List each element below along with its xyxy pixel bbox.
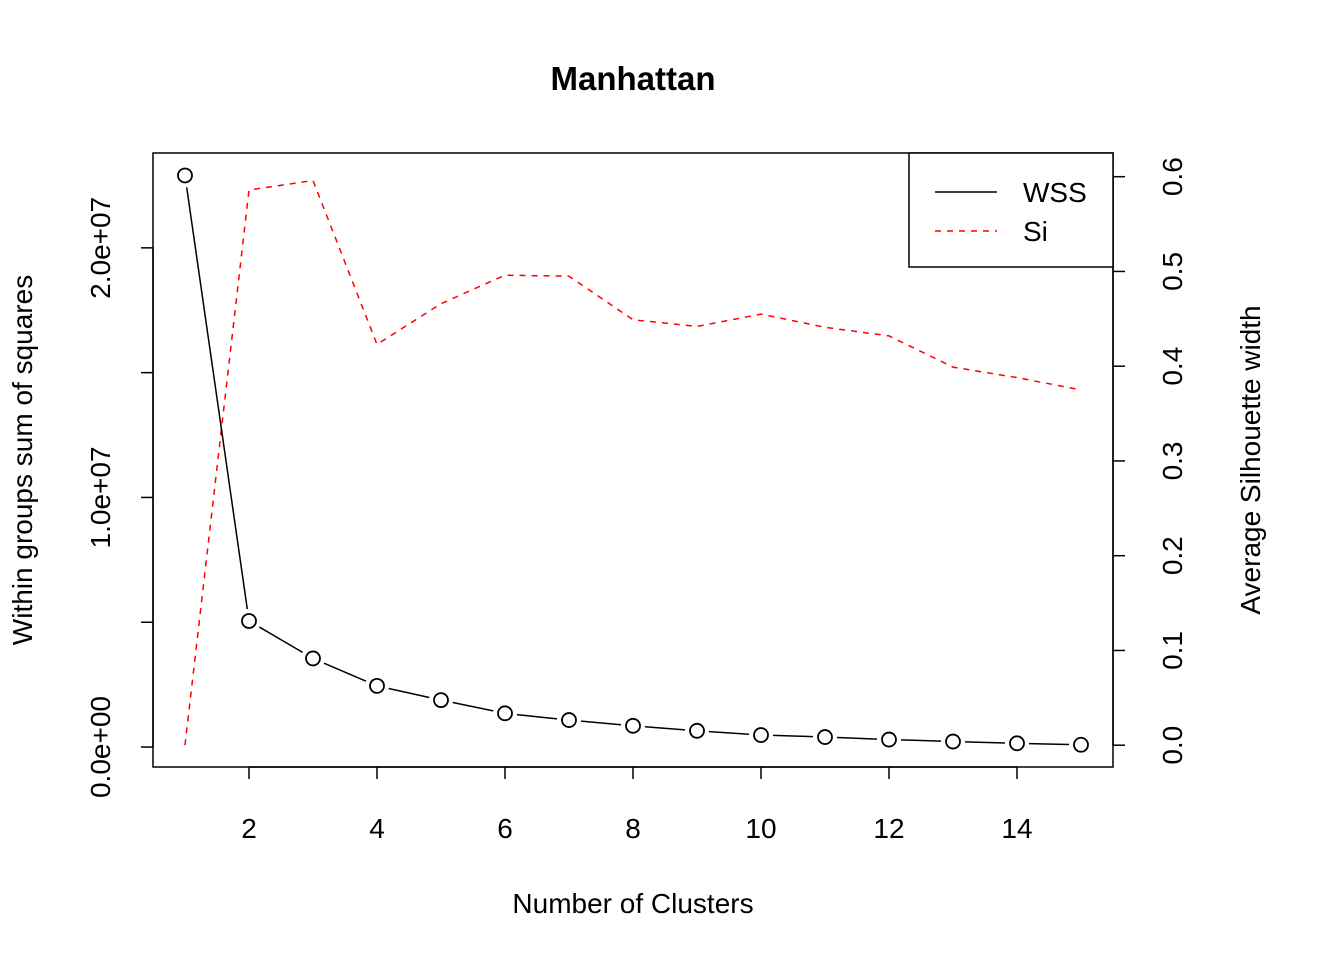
data-point-wss: [1073, 736, 1089, 753]
data-point-wss: [881, 731, 897, 748]
series-segment-wss: [580, 720, 622, 726]
y-right-tick-label: 0.6: [1157, 157, 1188, 196]
data-point-wss: [945, 733, 961, 750]
series-segment-wss: [772, 734, 814, 738]
x-axis: 2 4 6 8 10 12 14: [241, 766, 1033, 844]
series-segment-wss: [836, 736, 878, 740]
x-tick-label: 12: [873, 813, 904, 844]
series-segment-wss: [452, 701, 494, 712]
y-right-tick-label: 0.3: [1157, 441, 1188, 480]
legend-label-wss: WSS: [1023, 177, 1087, 208]
y-right-tick-label: 0.0: [1157, 726, 1188, 765]
data-point-wss: [753, 727, 769, 743]
data-point-wss: [689, 722, 705, 739]
y-right-tick-label: 0.1: [1157, 631, 1188, 670]
x-tick-label: 2: [241, 813, 257, 844]
y-left-tick-label: 2.0e+07: [85, 197, 116, 299]
y-left-axis: 0.0e+00 1.0e+07 2.0e+07: [85, 197, 154, 798]
series-line-si: [184, 179, 1082, 746]
series-segment-wss: [516, 713, 558, 720]
y-right-axis-label: Average Silhouette width: [1235, 305, 1266, 614]
series-segment-wss: [964, 741, 1006, 744]
data-point-wss: [177, 167, 193, 184]
y-right-tick-label: 0.2: [1157, 536, 1188, 575]
data-point-wss: [241, 613, 257, 629]
legend: WSS Si: [908, 152, 1114, 268]
data-point-wss: [625, 717, 641, 734]
series-layer: [177, 167, 1089, 753]
data-point-wss: [433, 692, 449, 709]
x-axis-label: Number of Clusters: [512, 888, 753, 919]
x-tick-label: 10: [745, 813, 776, 844]
y-right-tick-label: 0.5: [1157, 252, 1188, 291]
y-left-tick-label: 1.0e+07: [85, 446, 116, 548]
series-segment-wss: [644, 726, 686, 731]
x-tick-label: 14: [1001, 813, 1032, 844]
data-point-wss: [305, 650, 321, 667]
x-tick-label: 8: [625, 813, 641, 844]
series-segment-wss: [323, 662, 367, 682]
series-segment-wss: [708, 730, 750, 736]
data-point-wss: [561, 712, 577, 728]
series-segment-wss: [258, 626, 304, 654]
legend-box: [908, 152, 1114, 268]
x-tick-label: 4: [369, 813, 385, 844]
legend-label-si: Si: [1023, 216, 1048, 247]
y-left-axis-label: Within groups sum of squares: [7, 275, 38, 645]
data-point-wss: [369, 677, 385, 694]
data-point-wss: [497, 705, 513, 722]
x-tick-label: 6: [497, 813, 513, 844]
y-right-tick-label: 0.4: [1157, 347, 1188, 386]
y-right-axis: 0.0 0.1 0.2 0.3 0.4 0.5 0.6: [1112, 157, 1188, 765]
series-segment-wss: [1028, 742, 1070, 746]
data-point-wss: [817, 729, 833, 745]
series-segment-wss: [900, 739, 942, 742]
chart-title: Manhattan: [551, 60, 716, 97]
data-point-wss: [1009, 735, 1025, 752]
y-left-tick-label: 0.0e+00: [85, 696, 116, 798]
series-segment-wss: [185, 187, 249, 610]
series-segment-wss: [388, 687, 430, 699]
